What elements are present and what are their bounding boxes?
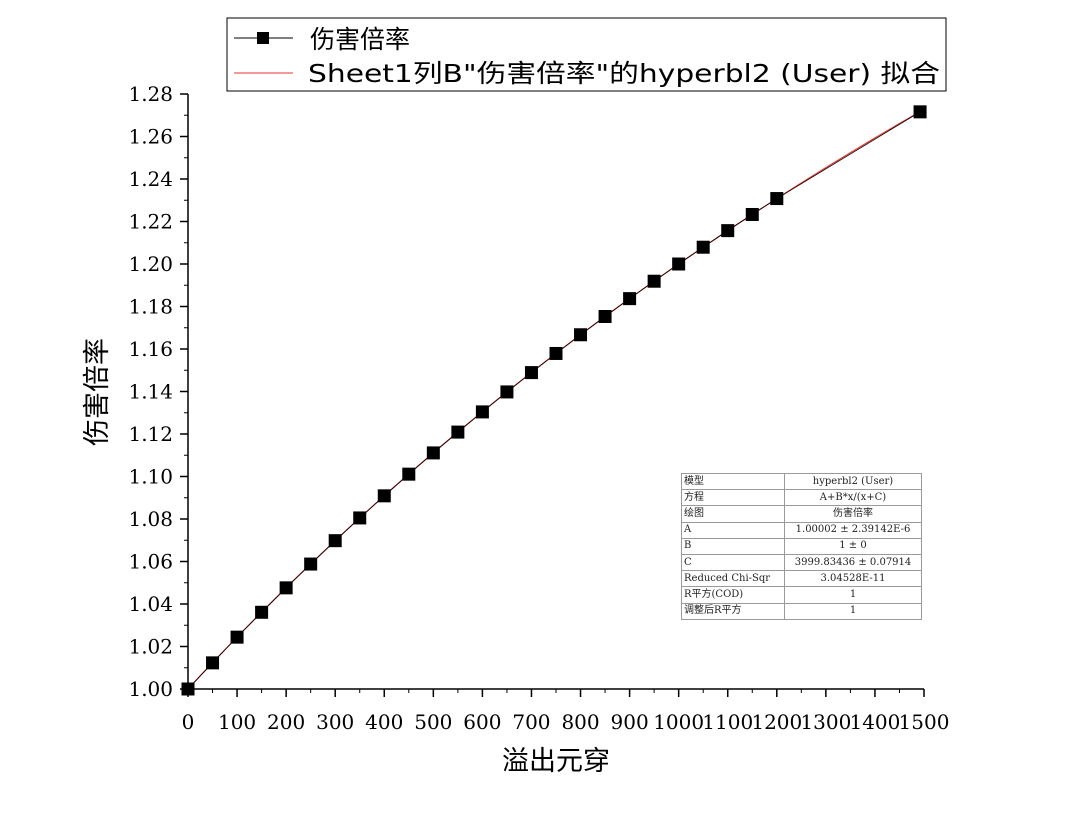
data-point: [524, 366, 538, 380]
data-point: [426, 446, 440, 460]
y-tick-label: 1.28: [128, 82, 173, 106]
x-tick-label: 1500: [899, 710, 950, 734]
fit-table-key: 模型: [681, 472, 785, 491]
fit-table-key: 调整后R平方: [681, 602, 785, 620]
y-tick-label: 1.16: [128, 337, 173, 361]
y-axis-title: 伤害倍率: [82, 338, 113, 446]
x-tick-label: 1200: [751, 710, 802, 734]
legend-box: [226, 17, 947, 92]
x-tick-label: 1000: [653, 710, 704, 734]
data-point: [574, 328, 588, 342]
fit-table-value: A+B*x/(x+C): [784, 489, 922, 507]
fit-table-row: 调整后R平方 1: [681, 602, 922, 620]
y-tick-label: 1.10: [128, 465, 173, 489]
fit-table-key: B: [681, 537, 785, 555]
data-point: [451, 425, 465, 439]
data-point: [181, 682, 195, 696]
fit-table-value: hyperbl2 (User): [784, 472, 922, 491]
data-point: [623, 292, 637, 306]
y-tick-label: 1.18: [128, 295, 173, 319]
x-tick-label: 1300: [800, 710, 851, 734]
data-point: [647, 274, 661, 288]
fit-table-value: 1: [784, 586, 922, 604]
y-tick-label: 1.24: [128, 167, 173, 191]
data-point: [913, 105, 927, 119]
y-tick-label: 1.22: [128, 210, 173, 234]
y-tick-label: 1.06: [128, 550, 173, 574]
x-tick-label: 500: [414, 710, 452, 734]
x-ticks: 0 100 200 300 400 500 600 700 800 900 100011001200…: [182, 689, 950, 734]
y-tick-label: 1.20: [128, 252, 173, 276]
y-tick-label: 1.12: [128, 422, 173, 446]
fit-table-key: 绘图: [681, 505, 785, 523]
data-point: [304, 557, 318, 571]
fit-table-value: 3999.83436 ± 0.07914: [784, 553, 922, 572]
data-point: [475, 405, 489, 419]
y-tick-label: 1.02: [128, 635, 173, 659]
data-point: [402, 467, 416, 481]
legend-label-series-1: 伤害倍率: [310, 25, 410, 54]
data-point: [770, 192, 784, 206]
fit-table-row: R平方(COD) 1: [681, 586, 922, 604]
fit-table-row: 模型 hyperbl2 (User): [681, 472, 922, 491]
x-tick-label: 400: [365, 710, 403, 734]
fit-results-table: 模型 hyperbl2 (User) 方程 A+B*x/(x+C) 绘图 伤害倍率 A 1.0…: [681, 472, 922, 620]
data-point: [549, 346, 563, 360]
data-point: [255, 605, 269, 619]
fit-table-row: C 3999.83436 ± 0.07914: [681, 553, 922, 572]
x-tick-label: 100: [218, 710, 256, 734]
fit-table-row: 绘图 伤害倍率: [681, 505, 922, 523]
x-tick-label: 1100: [702, 710, 753, 734]
fit-table-row: 方程 A+B*x/(x+C): [681, 489, 922, 507]
x-tick-label: 300: [316, 710, 354, 734]
fit-table-value: 3.04528E-11: [784, 570, 922, 588]
data-point: [377, 489, 391, 503]
fit-table-key: C: [681, 553, 785, 572]
x-tick-label: 700: [512, 710, 550, 734]
data-point: [696, 240, 710, 254]
x-tick-label: 800: [561, 710, 599, 734]
fit-table-value: 伤害倍率: [784, 505, 922, 523]
x-axis-title: 溢出元穿: [502, 746, 610, 777]
x-tick-label: 600: [463, 710, 501, 734]
data-point: [353, 511, 367, 525]
y-tick-label: 1.14: [128, 380, 173, 404]
data-point: [328, 534, 342, 548]
data-point: [672, 257, 686, 271]
x-tick-label: 1400: [849, 710, 900, 734]
y-ticks: 1.00 1.02 1.04 1.06 1.08 1.10 1.12 1.14 1.16 1.18…: [128, 82, 188, 701]
fit-table-key: A: [681, 521, 785, 539]
fit-table-key: 方程: [681, 489, 785, 507]
data-point: [745, 207, 759, 221]
x-tick-label: 0: [182, 710, 195, 734]
y-tick-label: 1.04: [128, 592, 173, 616]
fit-table-row: Reduced Chi-Sqr 3.04528E-11: [681, 570, 922, 588]
data-point: [206, 656, 220, 670]
fit-table-value: 1.00002 ± 2.39142E-6: [784, 521, 922, 539]
x-tick-label: 900: [611, 710, 649, 734]
y-tick-label: 1.26: [128, 125, 173, 149]
legend-marker-series-1: [257, 32, 269, 44]
fit-table-value: 1 ± 0: [784, 537, 922, 555]
fit-table-value: 1: [784, 602, 922, 620]
y-tick-label: 1.00: [128, 677, 173, 701]
data-point: [598, 309, 612, 323]
data-series: [181, 105, 927, 696]
legend-label-series-2: Sheet1列B"伤害倍率"的hyperbl2 (User) 拟合: [308, 59, 940, 88]
fit-table-row: A 1.00002 ± 2.39142E-6: [681, 521, 922, 539]
data-point: [500, 385, 514, 399]
x-tick-label: 200: [267, 710, 305, 734]
data-point: [279, 581, 293, 595]
data-point: [230, 630, 244, 644]
fit-table-key: R平方(COD): [681, 586, 785, 604]
y-tick-label: 1.08: [128, 507, 173, 531]
fit-table-key: Reduced Chi-Sqr: [681, 570, 785, 588]
data-point: [721, 224, 735, 238]
